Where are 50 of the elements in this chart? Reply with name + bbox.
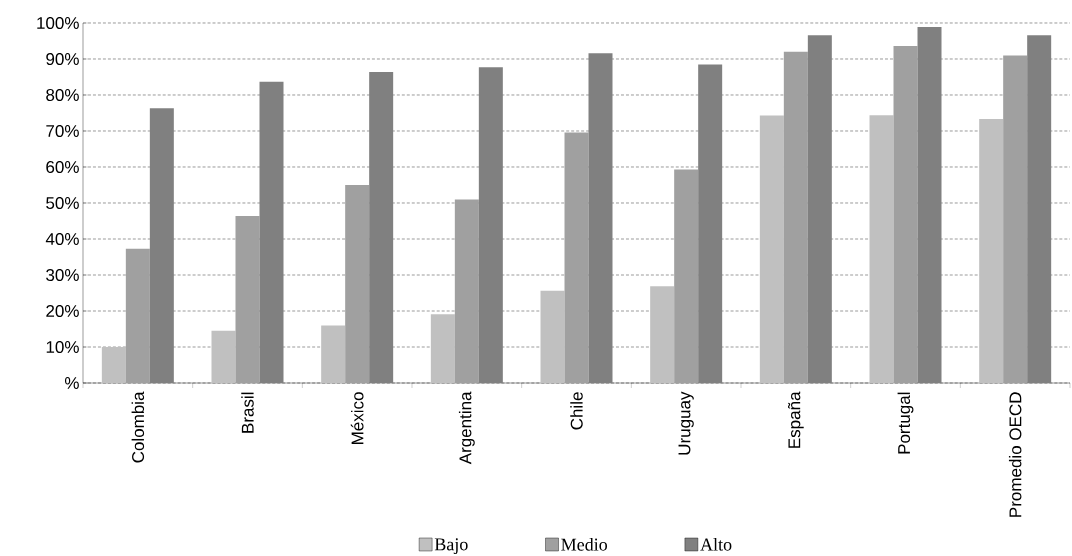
bar: [211, 330, 236, 383]
bar: [979, 119, 1004, 383]
bar: [893, 46, 918, 383]
x-tick-label: Argentina: [458, 391, 475, 465]
y-tick-label: 70%: [46, 124, 79, 138]
legend-label: Bajo: [434, 538, 468, 555]
bar: [430, 314, 455, 383]
y-tick-label: 20%: [46, 304, 79, 318]
legend-label: Medio: [561, 538, 608, 551]
x-tick-label: Colombia: [131, 391, 145, 463]
bar: [125, 248, 150, 383]
bar: [698, 64, 723, 383]
y-tick-label: 80%: [46, 88, 79, 102]
y-tick-label: 100%: [37, 16, 79, 30]
y-tick-label: 90%: [46, 52, 79, 66]
bar: [917, 26, 942, 383]
bar: [807, 35, 832, 383]
bar: [540, 290, 565, 383]
y-tick-label: 40%: [45, 232, 79, 246]
bar: [1027, 35, 1052, 383]
bar: [149, 108, 174, 383]
bar: [235, 215, 260, 383]
bar: [1003, 55, 1028, 383]
y-tick-label: 50%: [46, 196, 79, 210]
y-tick-label: 60%: [46, 160, 79, 174]
bar: [869, 115, 894, 383]
bar: [101, 347, 126, 383]
bar: [650, 286, 675, 383]
x-tick-label: España: [787, 391, 804, 448]
y-tick-label: 30%: [46, 268, 79, 282]
bar: [783, 51, 808, 383]
bar: [588, 53, 613, 383]
x-tick-label: Uruguay: [678, 391, 694, 455]
x-tick-label: Portugal: [897, 392, 914, 454]
bar: [369, 71, 394, 383]
bar: [321, 325, 346, 383]
bar: [759, 115, 784, 383]
y-tick-label: 10%: [46, 340, 79, 354]
legend-label: Alto: [700, 538, 732, 551]
x-tick-label: Promedio OECD: [1008, 392, 1022, 517]
x-tick-label: Chile: [570, 392, 583, 430]
bar: [478, 67, 503, 383]
y-tick-label: %: [64, 377, 79, 389]
x-tick-label: México: [350, 392, 364, 444]
bar: [345, 185, 370, 383]
bar: [454, 199, 479, 383]
bar: [674, 169, 699, 383]
x-tick-label: Brasil: [241, 392, 254, 433]
bar: [259, 81, 284, 383]
bar: [564, 132, 589, 383]
